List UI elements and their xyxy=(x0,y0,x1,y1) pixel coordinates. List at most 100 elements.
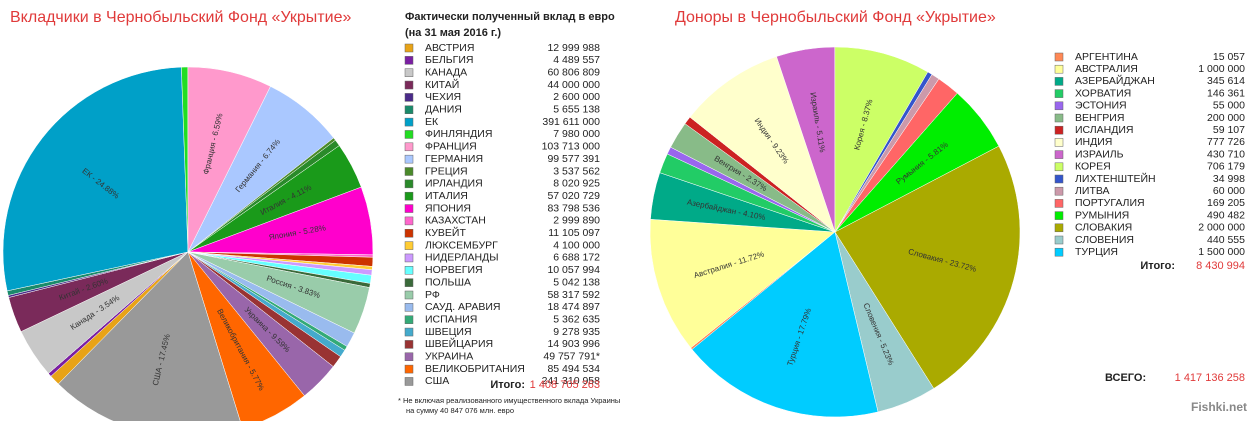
legend-value: 4 100 000 xyxy=(553,239,600,251)
legend-swatch xyxy=(1054,247,1064,257)
legend-name: ШВЕЙЦАРИЯ xyxy=(425,337,493,350)
total-caption: Итого: xyxy=(1140,260,1175,272)
legend-name: ИРЛАНДИЯ xyxy=(425,178,483,190)
legend-name: ФРАНЦИЯ xyxy=(425,141,477,153)
legend-value: 60 000 xyxy=(1213,185,1245,197)
legend-name: ЕК xyxy=(425,116,439,128)
total-value: 1 408 705 263 xyxy=(530,379,600,391)
legend-value: 7 980 000 xyxy=(553,128,600,140)
legend-swatch xyxy=(1054,235,1064,245)
legend-swatch xyxy=(404,340,414,349)
legend-swatch xyxy=(404,56,414,65)
legend-name: ЛИТВА xyxy=(1075,185,1110,197)
legend-value: 2 000 000 xyxy=(1198,222,1245,234)
legend-value: 103 713 000 xyxy=(542,141,601,153)
legend-value: 8 020 925 xyxy=(553,178,600,190)
legend-swatch xyxy=(404,229,414,238)
legend-value: 2 999 890 xyxy=(553,215,600,227)
legend-value: 6 688 172 xyxy=(553,252,600,264)
legend-value: 10 057 994 xyxy=(547,264,600,276)
legend-swatch xyxy=(404,377,414,386)
legend-swatch xyxy=(404,80,414,90)
total-caption: Итого: xyxy=(490,379,525,391)
legend-swatch xyxy=(1054,211,1064,220)
legend-swatch xyxy=(404,43,414,53)
legend-swatch xyxy=(1054,138,1064,147)
footnote: * Не включая реализованного имущественно… xyxy=(398,396,620,405)
legend-name: ИСЛАНДИЯ xyxy=(1075,124,1134,136)
legend-name: КУВЕЙТ xyxy=(425,226,466,239)
legend-value: 4 489 557 xyxy=(553,54,600,66)
watermark: Fishki.net xyxy=(1191,400,1247,414)
legend-swatch xyxy=(1054,125,1064,135)
legend-swatch xyxy=(404,68,414,77)
legend-swatch xyxy=(1054,162,1064,172)
legend-value: 345 614 xyxy=(1207,75,1245,87)
pie-slice xyxy=(691,231,879,418)
pie-slice xyxy=(834,46,929,233)
legend-swatch xyxy=(404,364,414,374)
legend-value: 59 107 xyxy=(1213,124,1245,136)
legend-name: ЭСТОНИЯ xyxy=(1075,100,1127,112)
pie-slice xyxy=(689,56,836,233)
legend-value: 146 361 xyxy=(1207,87,1245,99)
legend-value: 44 000 000 xyxy=(547,79,600,91)
legend-swatch xyxy=(1054,89,1064,98)
legend-value: 18 474 897 xyxy=(547,301,600,313)
total-value: 8 430 994 xyxy=(1196,260,1245,272)
legend-value: 1 500 000 xyxy=(1198,246,1245,258)
legend-name: ФИНЛЯНДИЯ xyxy=(425,128,492,140)
legend-value: 11 105 097 xyxy=(548,227,600,239)
legend-swatch xyxy=(404,303,414,312)
legend-name: ИТАЛИЯ xyxy=(425,190,468,202)
legend-swatch xyxy=(404,216,414,226)
legend-name: ЧЕХИЯ xyxy=(425,91,461,103)
legend-value: 241 310 958 xyxy=(542,375,601,387)
legend-value: 777 726 xyxy=(1207,136,1245,148)
legend-name: ПОЛЬША xyxy=(425,276,471,288)
legend-name: США xyxy=(425,375,449,387)
legend-value: 3 537 562 xyxy=(553,165,600,177)
legend-swatch xyxy=(1054,52,1064,62)
legend-value: 83 798 536 xyxy=(547,202,600,214)
legend-name: ХОРВАТИЯ xyxy=(1075,87,1131,99)
legend-swatch xyxy=(1054,199,1064,208)
legend-swatch xyxy=(404,290,414,300)
legend-value: 55 000 xyxy=(1213,100,1245,112)
legend-name: ИЗРАИЛЬ xyxy=(1075,148,1124,160)
legend-name: АЗЕРБАЙДЖАН xyxy=(1075,74,1155,87)
legend-name: ТУРЦИЯ xyxy=(1075,246,1118,258)
legend-name: ЯПОНИЯ xyxy=(425,202,471,214)
legend-value: 440 555 xyxy=(1207,234,1245,246)
pie-slice xyxy=(834,145,1021,389)
footnote: на сумму 40 847 076 млн. евро xyxy=(406,406,514,415)
legend-value: 58 317 592 xyxy=(547,289,600,301)
legend-swatch xyxy=(1054,186,1064,196)
legend-name: РУМЫНИЯ xyxy=(1075,209,1129,221)
legend-value: 706 179 xyxy=(1207,161,1245,173)
legend-name: ШВЕЦИЯ xyxy=(425,326,472,338)
legend-swatch xyxy=(1054,113,1064,123)
legend-name: ГРЕЦИЯ xyxy=(425,165,468,177)
legend-swatch xyxy=(404,352,414,361)
legend-swatch xyxy=(1054,101,1064,111)
legend-value: 14 903 996 xyxy=(547,338,600,350)
legend-name: БЕЛЬГИЯ xyxy=(425,54,474,66)
legend-swatch xyxy=(404,179,414,189)
legend-value: 85 494 534 xyxy=(547,363,600,375)
legend-swatch xyxy=(1054,223,1064,233)
legend-swatch xyxy=(404,327,414,337)
legend-swatch xyxy=(404,130,414,139)
legend-value: 60 806 809 xyxy=(547,66,600,78)
legend-swatch xyxy=(404,117,414,127)
legend-name: УКРАИНА xyxy=(425,351,473,363)
legend-swatch xyxy=(404,191,414,201)
legend-value: 57 020 729 xyxy=(547,190,600,202)
legend-swatch xyxy=(404,204,414,213)
legend-name: КАЗАХСТАН xyxy=(425,215,486,227)
pie-slice xyxy=(187,251,305,421)
legend-value: 391 611 000 xyxy=(542,116,600,128)
legend-name: КАНАДА xyxy=(425,66,467,78)
legend-name: КОРЕЯ xyxy=(1075,161,1111,173)
